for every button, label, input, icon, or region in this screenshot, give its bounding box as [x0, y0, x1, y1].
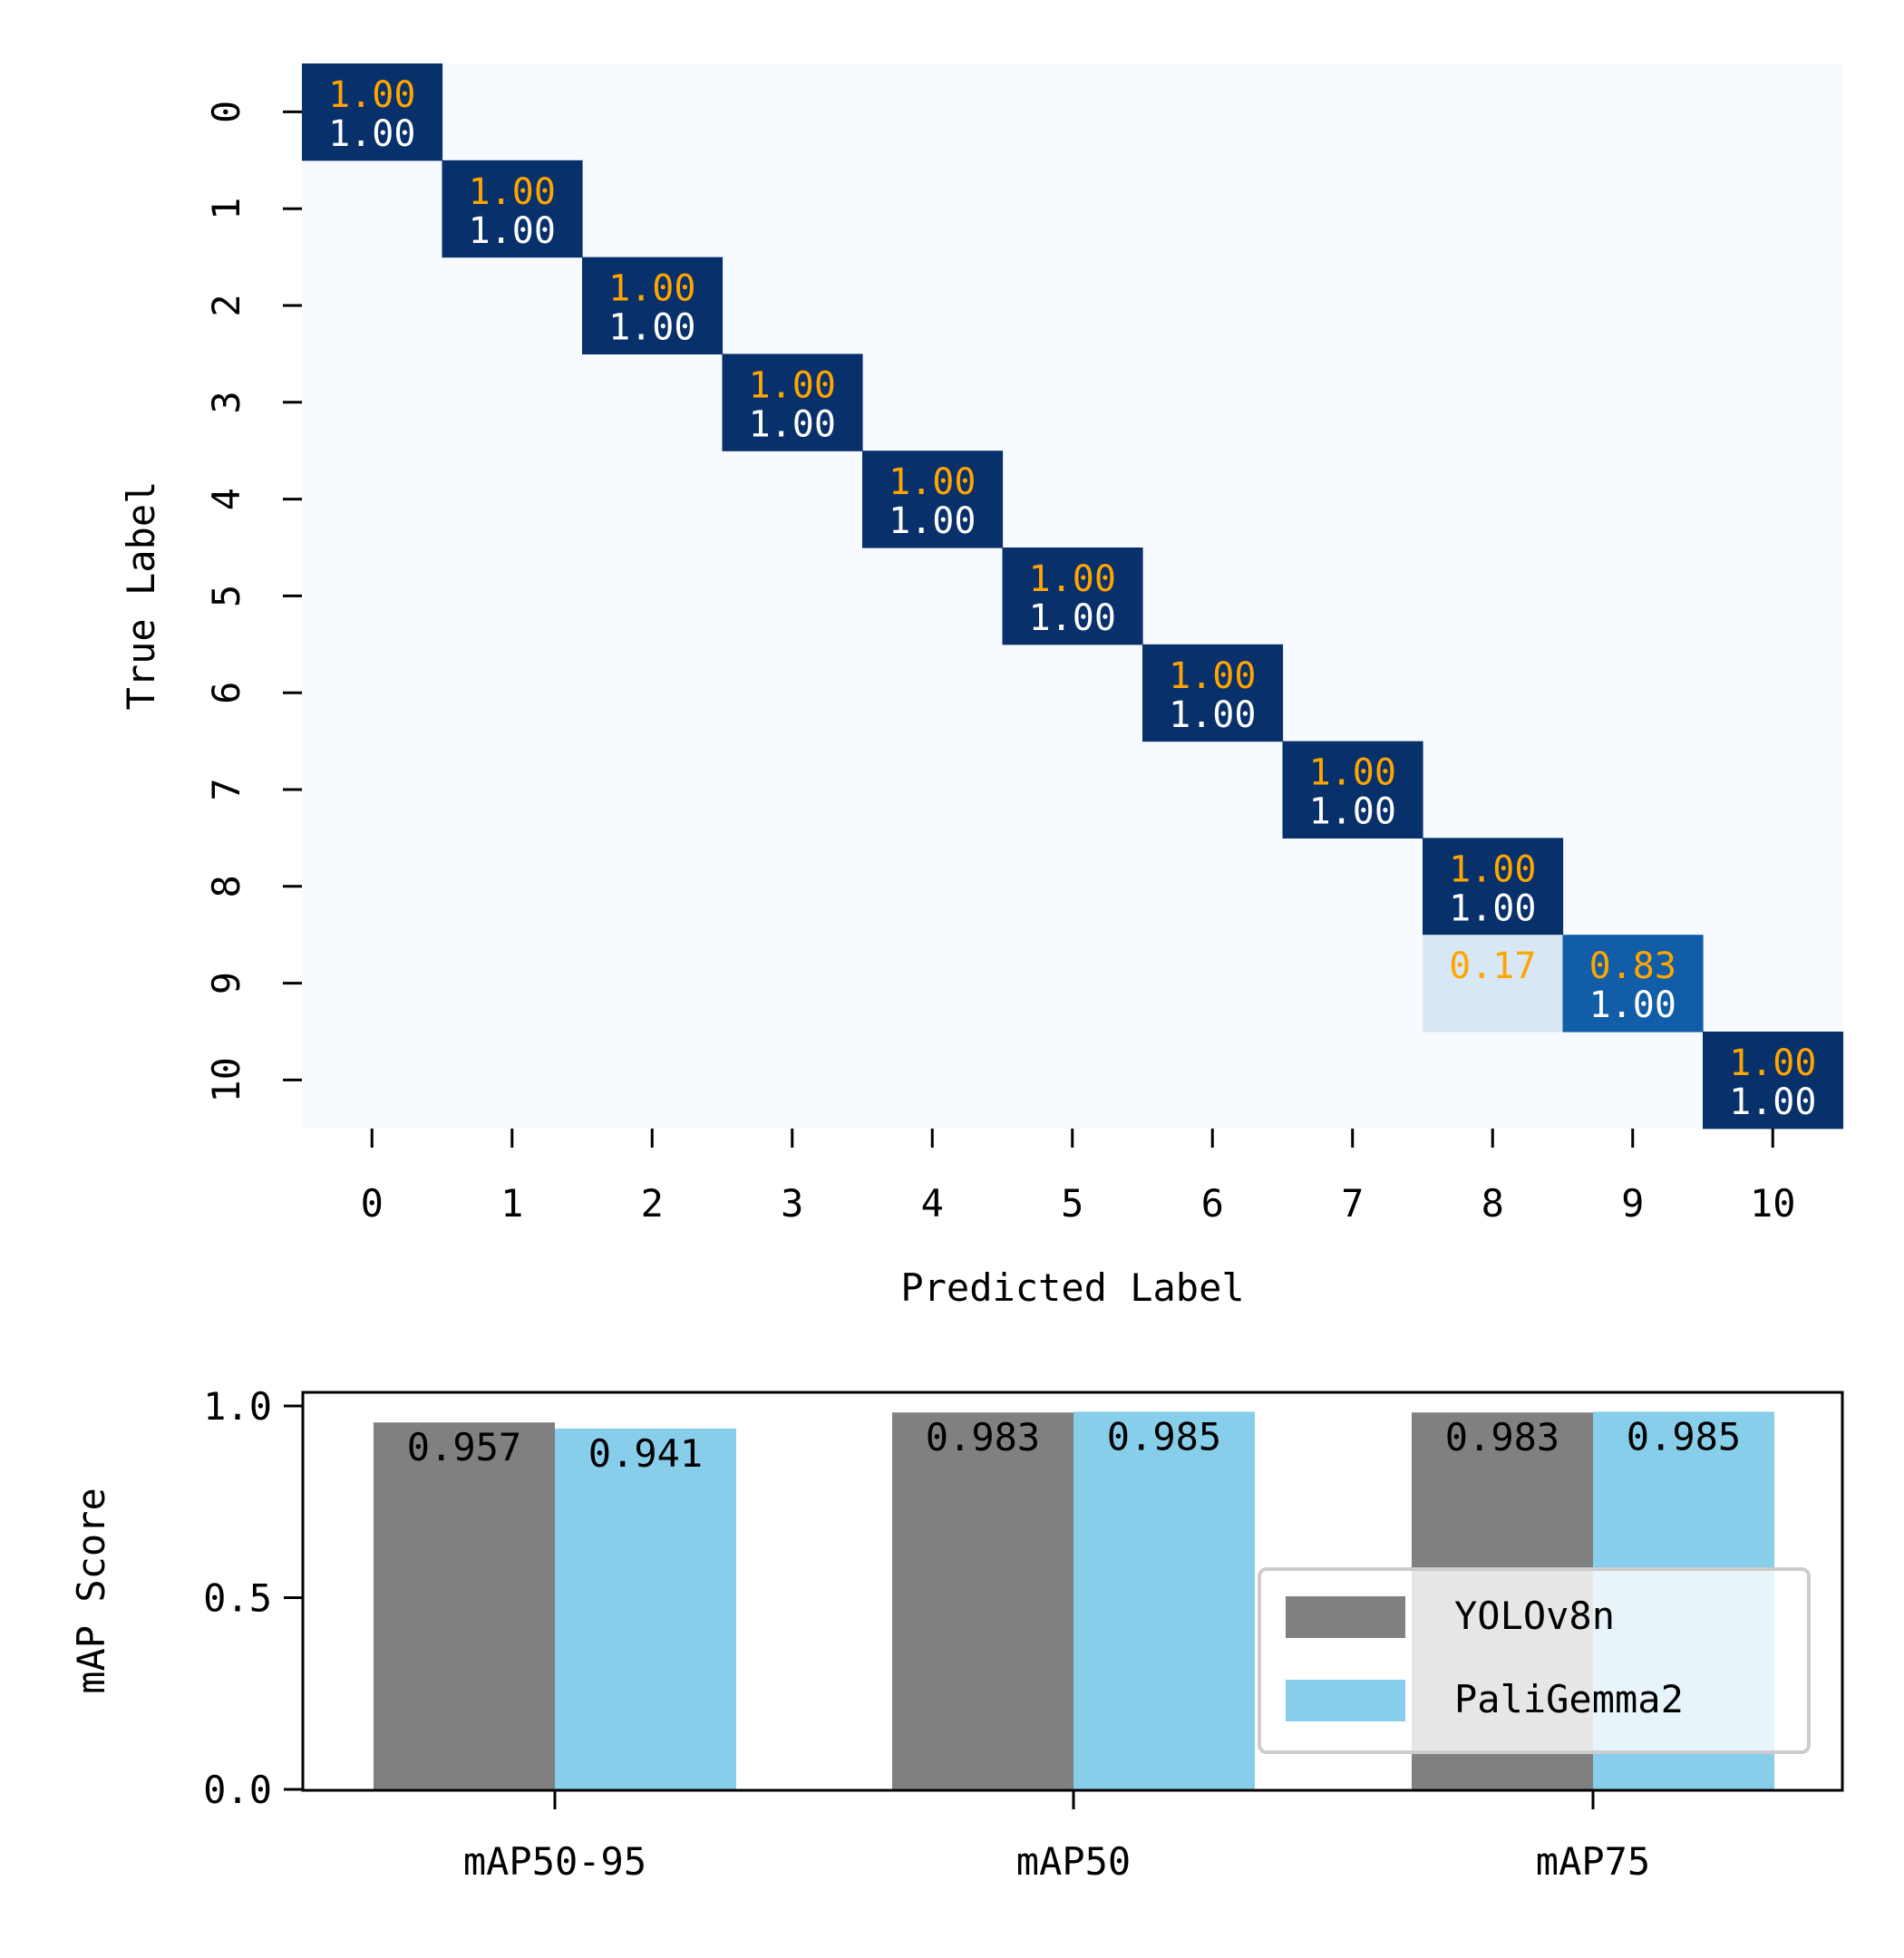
heatmap-x-tick-label: 9: [1621, 1181, 1644, 1226]
heatmap-cell-r7-c7: [1282, 741, 1423, 838]
heatmap-x-tick-label: 1: [500, 1181, 523, 1226]
heatmap-y-tick-label: 10: [204, 1057, 248, 1103]
bar-chart-y-tick-label: 0.0: [203, 1768, 272, 1812]
heatmap-cell-top-label: 1.00: [1729, 1042, 1816, 1084]
heatmap-cell-bottom-label: 1.00: [749, 403, 836, 445]
bar-value-label: 0.957: [407, 1425, 521, 1469]
heatmap-cell-bottom-label: 1.00: [1449, 887, 1536, 929]
heatmap-cell-top-label: 1.00: [1449, 848, 1536, 890]
heatmap-cell-r4-c4: [862, 451, 1004, 548]
map-bar-chart: 0.957 0.941 0.983 0.985 0.983 0.985 0.0 0.5 1.0…: [69, 1384, 1844, 1884]
heatmap-x-tick-label: 8: [1481, 1181, 1504, 1226]
heatmap-y-tick-label: 6: [204, 682, 248, 704]
legend-swatch-paligemma2: [1286, 1680, 1405, 1721]
bar-paligemma2-map50-95: [555, 1428, 736, 1790]
confusion-matrix: 1.001.001.001.001.001.001.001.001.001.00…: [119, 63, 1844, 1310]
heatmap-cell-top-label: 1.00: [749, 364, 836, 406]
heatmap-y-tick-label: 1: [204, 198, 248, 220]
heatmap-cell-r1-c1: [442, 160, 583, 258]
heatmap-y-tick-label: 3: [204, 391, 248, 413]
bar-chart-y-axis-label: mAP Score: [69, 1488, 113, 1694]
heatmap-y-tick-label: 8: [204, 875, 248, 897]
heatmap-cell-r2-c2: [582, 257, 724, 354]
heatmap-cell-bottom-label: 1.00: [889, 500, 976, 542]
heatmap-cell-top-label: 1.00: [328, 74, 415, 116]
heatmap-cell-top-label: 1.00: [889, 461, 976, 503]
heatmap-y-tick-label: 4: [204, 488, 248, 510]
heatmap-x-tick-label: 0: [361, 1181, 384, 1226]
legend-swatch-yolov8n: [1286, 1596, 1405, 1638]
heatmap-x-axis-label: Predicted Label: [900, 1265, 1244, 1310]
bar-value-label: 0.941: [588, 1431, 703, 1476]
heatmap-cell-top-label: 1.00: [1309, 752, 1396, 794]
heatmap-x-tick-label: 6: [1201, 1181, 1224, 1226]
heatmap-y-tick-label: 5: [204, 585, 248, 607]
heatmap-cell-r9-c9: [1562, 935, 1704, 1032]
heatmap-cell-r3-c3: [722, 354, 863, 451]
heatmap-cell-bottom-label: 1.00: [469, 210, 556, 252]
heatmap-cell-top-label: 1.00: [608, 268, 695, 310]
heatmap-cell-r5-c5: [1002, 548, 1143, 645]
heatmap-cell-r9-c8: [1423, 935, 1564, 1032]
bar-chart-y-tick-label: 1.0: [203, 1384, 272, 1429]
heatmap-cell-top-label: 1.00: [469, 171, 556, 213]
legend-label-paligemma2: PaliGemma2: [1454, 1677, 1684, 1721]
heatmap-y-tick-label: 0: [204, 101, 248, 123]
bar-chart-x-tick-label: mAP75: [1536, 1839, 1650, 1884]
heatmap-x-tick-label: 4: [921, 1181, 944, 1226]
heatmap-x-tick-label: 10: [1750, 1181, 1796, 1226]
legend-label-yolov8n: YOLOv8n: [1454, 1594, 1615, 1638]
bar-yolov8n-map50-95: [374, 1422, 555, 1790]
heatmap-cell-top-label: 1.00: [1169, 655, 1256, 697]
heatmap-y-tick-label: 2: [204, 294, 248, 316]
heatmap-x-tick-label: 5: [1061, 1181, 1083, 1226]
heatmap-x-tick-label: 7: [1341, 1181, 1364, 1226]
bar-chart-y-tick-label: 0.5: [203, 1576, 272, 1621]
heatmap-cell-r6-c6: [1142, 644, 1284, 742]
heatmap-y-tick-label: 9: [204, 972, 248, 994]
bar-chart-x-tick-label: mAP50-95: [463, 1839, 646, 1884]
bar-yolov8n-map50: [892, 1412, 1073, 1790]
heatmap-cell-bottom-label: 1.00: [1309, 791, 1396, 833]
heatmap-y-tick-label: 7: [204, 778, 248, 800]
heatmap-cell-bottom-label: 1.00: [1169, 694, 1256, 736]
bar-value-label: 0.985: [1107, 1414, 1221, 1459]
heatmap-cell-top-label: 0.17: [1449, 945, 1536, 987]
bar-value-label: 0.983: [1445, 1415, 1559, 1459]
heatmap-cell-r10-c10: [1703, 1032, 1844, 1129]
heatmap-cell-bottom-label: 1.00: [1029, 597, 1116, 639]
legend: YOLOv8n PaliGemma2: [1258, 1567, 1811, 1754]
heatmap-cell-bottom-label: 1.00: [328, 113, 415, 155]
heatmap-cell-top-label: 1.00: [1029, 558, 1116, 600]
heatmap-cell-bottom-label: 1.00: [608, 307, 695, 349]
heatmap-x-tick-label: 2: [641, 1181, 664, 1226]
heatmap-x-tick-label: 3: [781, 1181, 803, 1226]
heatmap-cell-top-label: 0.83: [1589, 945, 1676, 987]
heatmap-y-axis-label: True Label: [119, 481, 163, 711]
heatmap-cell-bottom-label: 1.00: [1729, 1081, 1816, 1123]
heatmap-cell-r0-c0: [302, 63, 443, 161]
heatmap-cell-bottom-label: 1.00: [1589, 984, 1676, 1026]
bar-paligemma2-map50: [1073, 1411, 1255, 1790]
heatmap-cell-r8-c8: [1423, 838, 1564, 935]
bar-chart-x-tick-label: mAP50: [1016, 1839, 1131, 1884]
bar-value-label: 0.983: [926, 1415, 1040, 1459]
bar-value-label: 0.985: [1627, 1414, 1741, 1459]
